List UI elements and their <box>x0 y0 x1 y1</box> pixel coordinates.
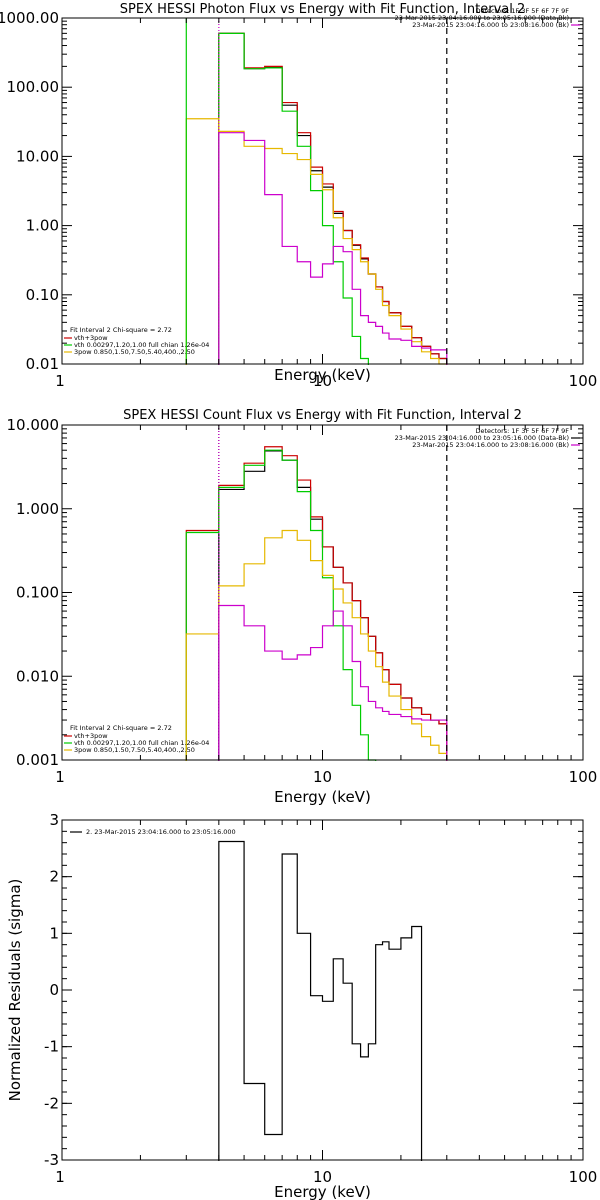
series-1-line <box>218 840 423 1161</box>
legend-header: Fit Interval 2 Chi-square = 2.72 <box>70 724 172 732</box>
y-tick-label: 0.100 <box>16 584 59 602</box>
x-tick-label: 10 <box>313 1168 332 1186</box>
y-tick-label: 0.10 <box>26 286 59 304</box>
x-tick-label: 100 <box>569 372 598 390</box>
x-tick-label: 10 <box>313 372 332 390</box>
chart-panel-3: 1 10 100 -3 -2 -1 0 1 2 3 Energy (keV) Normalized R… <box>6 811 597 1200</box>
legend-entry: vth+3pow <box>74 334 108 342</box>
legend-entry: 2. 23-Mar-2015 23:04:16.000 to 23:05:16.… <box>86 828 236 836</box>
x-axis-label: Energy (keV) <box>274 366 371 384</box>
series-4-line <box>185 529 448 761</box>
x-tick-label: 1 <box>55 768 65 786</box>
legend-entry: 23-Mar-2015 23:04:16.000 to 23:05:16.000… <box>395 14 569 22</box>
x-tick-label: 1 <box>55 372 65 390</box>
series-3-line <box>185 449 377 761</box>
legend-header: Detectors: 1F 3F 5F 6F 7F 9F <box>475 427 569 435</box>
y-tick-label: 100.00 <box>7 78 60 96</box>
y-tick-label: 1 <box>49 924 59 942</box>
plot-area <box>185 425 448 761</box>
series-5-line <box>218 132 448 365</box>
series-5-line <box>218 604 448 761</box>
y-tick-label: 0.010 <box>16 667 59 685</box>
series-3-line <box>218 32 369 365</box>
y-tick-label: -3 <box>44 1151 59 1169</box>
y-tick-label: 3 <box>49 811 59 829</box>
legend-entry: 3pow 0.850,1.50,7.50,5.40,400.,2.50 <box>74 348 195 356</box>
y-tick-label: 1.000 <box>16 500 59 518</box>
x-tick-label: 10 <box>313 768 332 786</box>
y-tick-label: 0 <box>49 981 59 999</box>
y-tick-label: 0.01 <box>26 355 59 373</box>
chart-title: SPEX HESSI Count Flux vs Energy with Fit… <box>123 408 522 423</box>
y-tick-label: 10.00 <box>16 147 59 165</box>
chart-panel-2: 1 10 100 0.001 0.010 0.100 1.000 10.000 SPEX HES… <box>7 408 598 806</box>
x-tick-label: 100 <box>569 1168 598 1186</box>
y-tick-label: 1000.00 <box>0 9 59 27</box>
legend-entry: vth+3pow <box>74 732 108 740</box>
series-2-line <box>185 446 448 761</box>
legend-entry: 23-Mar-2015 23:04:16.000 to 23:08:16.000… <box>412 21 569 29</box>
legend-header: Detectors: 1F 3F 5F 6F 7F 9F <box>475 7 569 15</box>
x-axis-label: Energy (keV) <box>274 788 371 806</box>
plot-area <box>218 840 423 1161</box>
legend-header: Fit Interval 2 Chi-square = 2.72 <box>70 326 172 334</box>
y-tick-label: -1 <box>44 1038 59 1056</box>
y-tick-label: 2 <box>49 868 59 886</box>
legend-entry: 23-Mar-2015 23:04:16.000 to 23:05:16.000… <box>395 434 569 442</box>
chart-title: SPEX HESSI Photon Flux vs Energy with Fi… <box>120 2 526 17</box>
y-tick-label: -2 <box>44 1094 59 1112</box>
y-tick-label: 1.00 <box>26 217 59 235</box>
legend-entry: vth 0.00297,1.20,1.00 full chian 1.26e-0… <box>74 341 209 349</box>
plot-area <box>185 18 448 365</box>
x-tick-label: 1 <box>55 1168 65 1186</box>
x-axis-label: Energy (keV) <box>274 1183 371 1200</box>
y-tick-label: 10.000 <box>7 416 60 434</box>
x-tick-label: 100 <box>569 768 598 786</box>
y-axis-label: Normalized Residuals (sigma) <box>6 879 24 1102</box>
legend-entry: vth 0.00297,1.20,1.00 full chian 1.26e-0… <box>74 739 209 747</box>
legend-entry: 23-Mar-2015 23:04:16.000 to 23:08:16.000… <box>412 441 569 449</box>
series-4-line <box>185 118 448 365</box>
legend-entry: 3pow 0.850,1.50,7.50,5.40,400.,2.50 <box>74 746 195 754</box>
y-tick-label: 0.001 <box>16 751 59 769</box>
chart-panel-1: 1 10 100 0.01 0.10 1.00 10.00 100.00 1000.00 SPEX… <box>0 2 597 390</box>
